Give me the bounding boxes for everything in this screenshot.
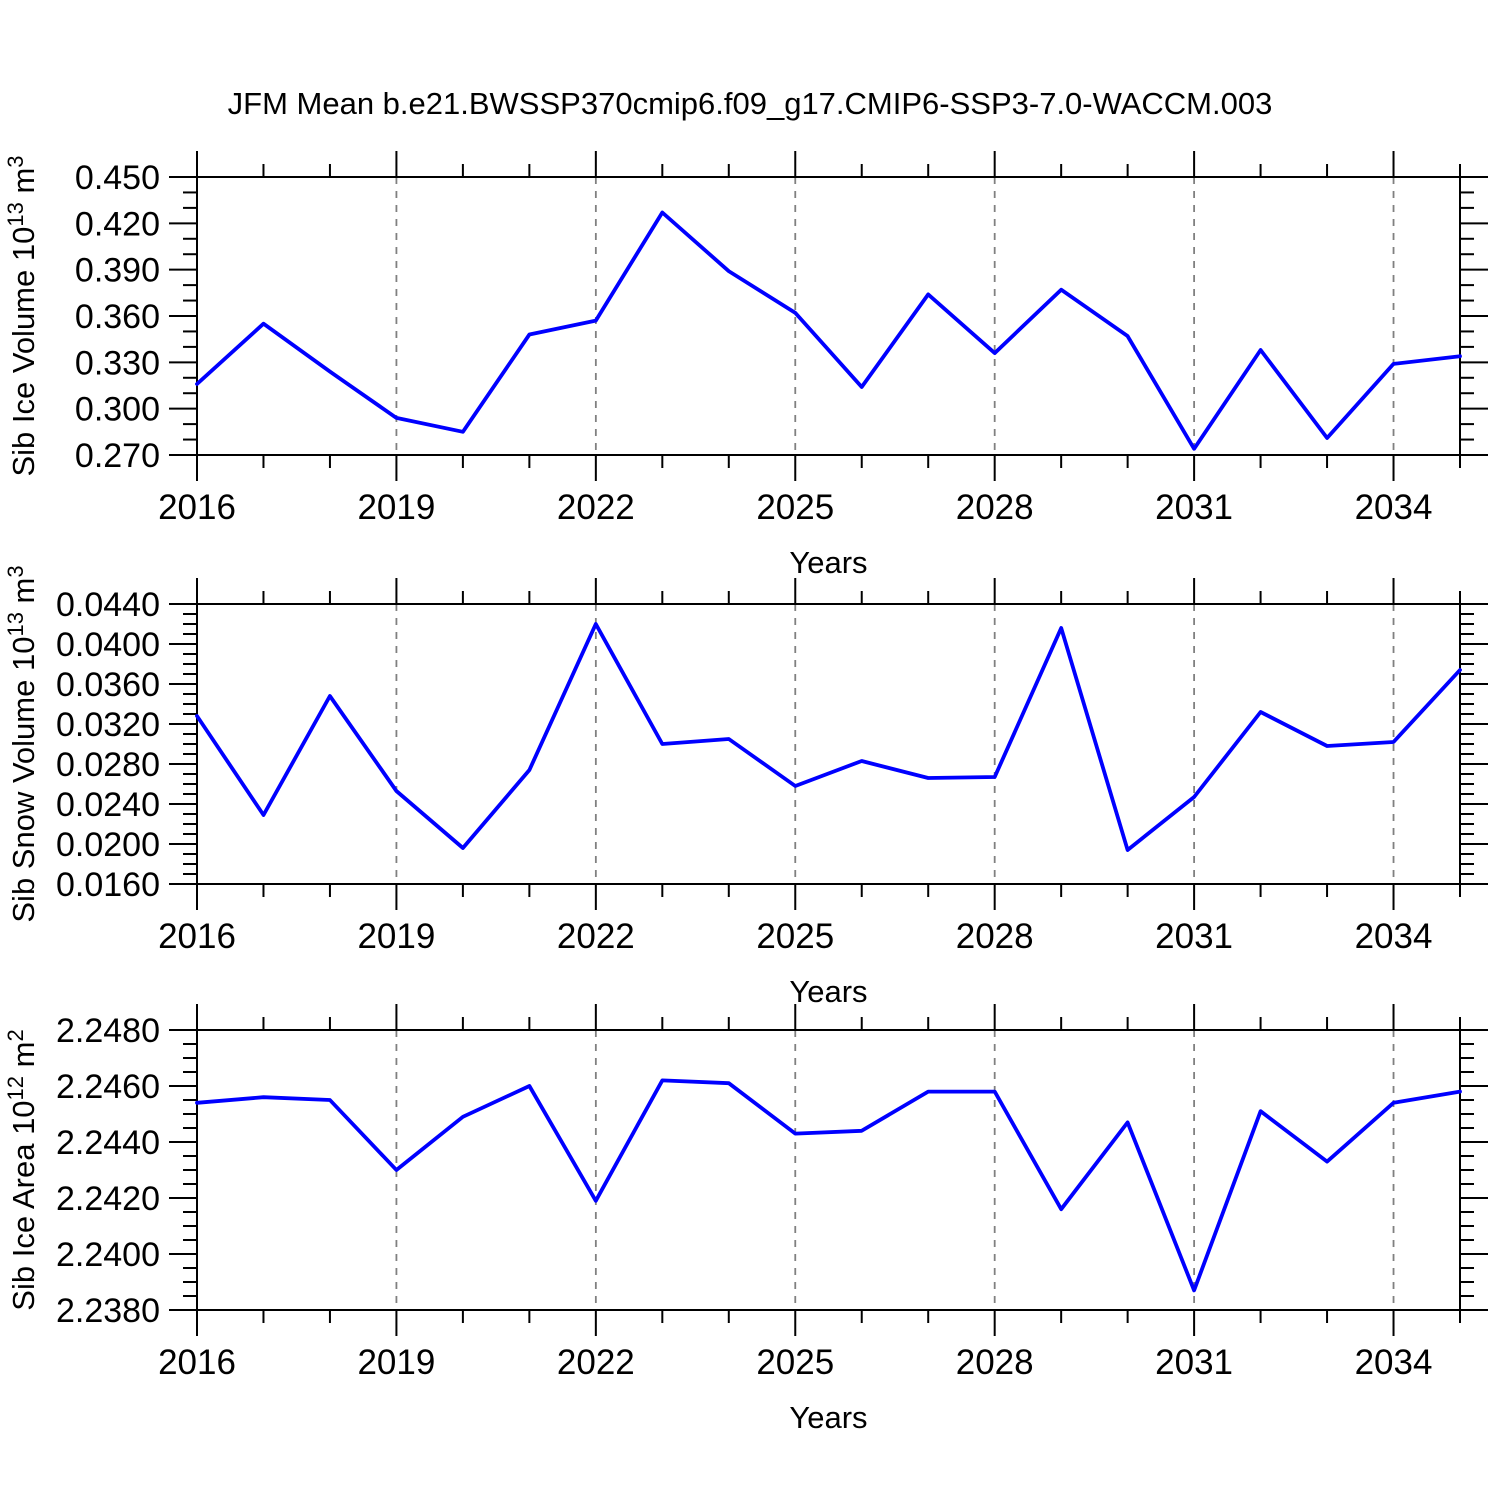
panel-sib-snow-volume: 2016 2019 2022 2025 2028 2031 2034 0.01600.0200… bbox=[3, 565, 1488, 1009]
x-tick-label: 2016 bbox=[158, 917, 236, 956]
x-axis-title: Years bbox=[789, 1400, 867, 1435]
x-tick-label: 2025 bbox=[756, 1343, 834, 1382]
sib-ice-area-line bbox=[195, 1078, 1462, 1293]
y-tick-label: 2.2420 bbox=[56, 1180, 160, 1218]
x-tick-label: 2025 bbox=[756, 917, 834, 956]
x-tick-label: 2028 bbox=[956, 488, 1034, 527]
x-tick-label: 2031 bbox=[1155, 917, 1233, 956]
y-axis-title: Sib Ice Volume 1013​ m3​ bbox=[3, 155, 41, 476]
x-tick-label: 2016 bbox=[158, 1343, 236, 1382]
panel-sib-ice-volume: 2016 2019 2022 2025 2028 2031 2034 0.270 0.300 0.… bbox=[3, 151, 1488, 580]
x-tick-label: 2034 bbox=[1355, 1343, 1433, 1382]
x-tick-label: 2019 bbox=[357, 917, 435, 956]
y-tick-label: 0.0160 bbox=[56, 866, 160, 904]
y-tick-label: 0.450 bbox=[75, 159, 160, 197]
plot-frame bbox=[196, 1029, 1461, 1311]
panel-sib-ice-area: 2016 2019 2022 2025 2028 2031 2034 2.2380 2.2400… bbox=[3, 1004, 1488, 1435]
sib-ice-volume-line bbox=[195, 210, 1462, 451]
x-tick-label: 2031 bbox=[1155, 1343, 1233, 1382]
y-tick-label: 0.360 bbox=[75, 298, 160, 336]
y-tick-label: 0.330 bbox=[75, 344, 160, 382]
y-tick-label: 2.2480 bbox=[56, 1012, 160, 1050]
x-tick-label: 2022 bbox=[557, 488, 635, 527]
y-axis-title: Sib Ice Area 1012​ m2​ bbox=[3, 1029, 41, 1310]
x-tick-label: 2028 bbox=[956, 917, 1034, 956]
y-tick-label: 0.270 bbox=[75, 437, 160, 475]
y-tick-label: 0.0440 bbox=[56, 586, 160, 624]
x-tick-label: 2025 bbox=[756, 488, 834, 527]
y-axis-title: Sib Snow Volume 1013​ m3​ bbox=[3, 565, 41, 922]
y-tick-label: 2.2400 bbox=[56, 1236, 160, 1274]
plot-frame bbox=[196, 603, 1461, 885]
y-tick-label: 0.420 bbox=[75, 205, 160, 243]
y-tick-label: 2.2380 bbox=[56, 1292, 160, 1330]
x-axis-title: Years bbox=[789, 545, 867, 580]
y-tick-label: 0.0200 bbox=[56, 826, 160, 864]
x-tick-label: 2034 bbox=[1355, 917, 1433, 956]
sib-snow-volume-line bbox=[195, 622, 1462, 852]
x-tick-label: 2019 bbox=[357, 488, 435, 527]
y-tick-label: 0.390 bbox=[75, 252, 160, 290]
x-tick-label: 2022 bbox=[557, 1343, 635, 1382]
plot-frame bbox=[196, 176, 1461, 456]
y-tick-label: 0.0240 bbox=[56, 786, 160, 824]
figure-title: JFM Mean b.e21.BWSSP370cmip6.f09_g17.CMI… bbox=[227, 86, 1273, 121]
x-tick-label: 2019 bbox=[357, 1343, 435, 1382]
x-tick-label: 2022 bbox=[557, 917, 635, 956]
y-tick-label: 2.2440 bbox=[56, 1124, 160, 1162]
y-tick-label: 2.2460 bbox=[56, 1068, 160, 1106]
x-tick-label: 2034 bbox=[1355, 488, 1433, 527]
x-tick-label: 2031 bbox=[1155, 488, 1233, 527]
y-tick-label: 0.0400 bbox=[56, 626, 160, 664]
x-axis-title: Years bbox=[789, 974, 867, 1009]
y-tick-label: 0.300 bbox=[75, 391, 160, 429]
y-tick-label: 0.0280 bbox=[56, 746, 160, 784]
y-tick-label: 0.0360 bbox=[56, 666, 160, 704]
x-tick-label: 2028 bbox=[956, 1343, 1034, 1382]
x-tick-label: 2016 bbox=[158, 488, 236, 527]
y-tick-label: 0.0320 bbox=[56, 706, 160, 744]
